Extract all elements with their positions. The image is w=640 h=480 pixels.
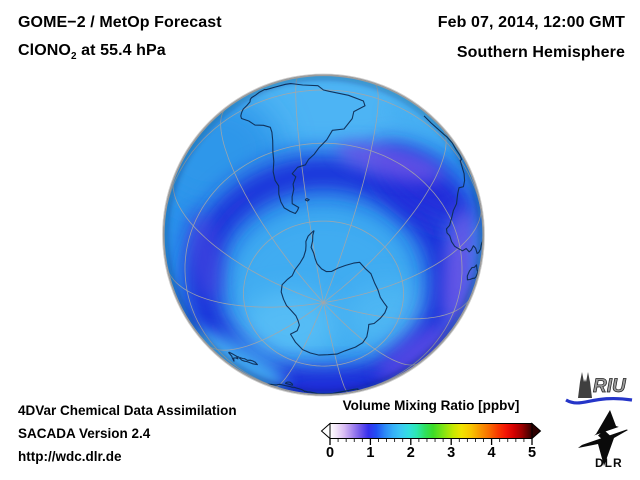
graticule-meridian	[220, 108, 324, 303]
limb-shadow	[164, 75, 483, 395]
colorbar-tick-label: 0	[325, 445, 335, 461]
footer-url: http://wdc.dlr.de	[18, 449, 122, 464]
colorbar-tick-label: 1	[366, 445, 375, 461]
field-band-south	[248, 368, 412, 395]
dlr-center-diamond	[598, 430, 610, 441]
coastline-antarctica	[280, 230, 388, 356]
timestamp: Feb 07, 2014, 12:00 GMT	[437, 14, 625, 31]
graticule-meridian	[172, 176, 324, 303]
colorbar-ticks	[329, 438, 533, 445]
field-purple-west	[187, 210, 223, 300]
colorbar-tick-label: 5	[527, 445, 537, 461]
colorbar-tick-label: 2	[406, 445, 415, 461]
globe-map	[162, 73, 485, 397]
footer-version: SACADA Version 2.4	[18, 426, 151, 441]
graticule-meridian	[323, 82, 379, 303]
field-purple-southeast	[377, 324, 455, 380]
field-bright-patch-east	[344, 284, 432, 348]
graticule-meridian	[323, 126, 447, 303]
globe-limb-ring	[162, 74, 485, 396]
riu-logo-text: RIU	[593, 376, 627, 397]
riu-cathedral-icon	[578, 372, 592, 398]
riu-wave-icon	[565, 397, 633, 405]
field-purple-north	[336, 142, 444, 182]
colorbar-right-arrow	[531, 422, 542, 440]
colorbar	[320, 422, 542, 445]
dlr-logo-text: DLR	[595, 456, 623, 470]
footer-assimilation: 4DVar Chemical Data Assimilation	[18, 403, 237, 418]
graticule-meridian	[166, 266, 324, 308]
colorbar-tick-label: 4	[487, 445, 496, 461]
colorbar-title: Volume Mixing Ratio [ppbv]	[342, 398, 520, 413]
graticule-meridian	[295, 76, 324, 303]
species-level: at 55.4 hPa	[76, 42, 166, 59]
species-name: ClONO	[18, 42, 71, 59]
field-bright-patch-west	[242, 291, 338, 359]
colorbar-tick-label: 3	[447, 445, 456, 461]
coastline-nz-north-island	[228, 351, 240, 362]
colorbar-left-arrow	[320, 422, 331, 440]
graticule-meridian	[323, 205, 482, 303]
species-subscript: 2	[70, 51, 77, 63]
coastline-nz-south-island	[239, 356, 258, 366]
dlr-emblem-icon	[573, 410, 633, 466]
title-species-level: ClONO2 at 55.4 hPa	[18, 42, 166, 62]
coastline-falkland-islands	[304, 197, 310, 202]
hemisphere-label: Southern Hemisphere	[456, 44, 625, 61]
globe-limb-outer	[162, 73, 485, 397]
dlr-logo: DLR	[573, 410, 633, 470]
riu-logo: RIU	[565, 372, 633, 405]
colorbar-gradient-bar	[329, 423, 533, 439]
coastline-tasmania	[284, 381, 294, 386]
coastline-south-america	[240, 83, 366, 215]
title-instrument: GOME−2 / MetOp Forecast	[18, 14, 222, 31]
